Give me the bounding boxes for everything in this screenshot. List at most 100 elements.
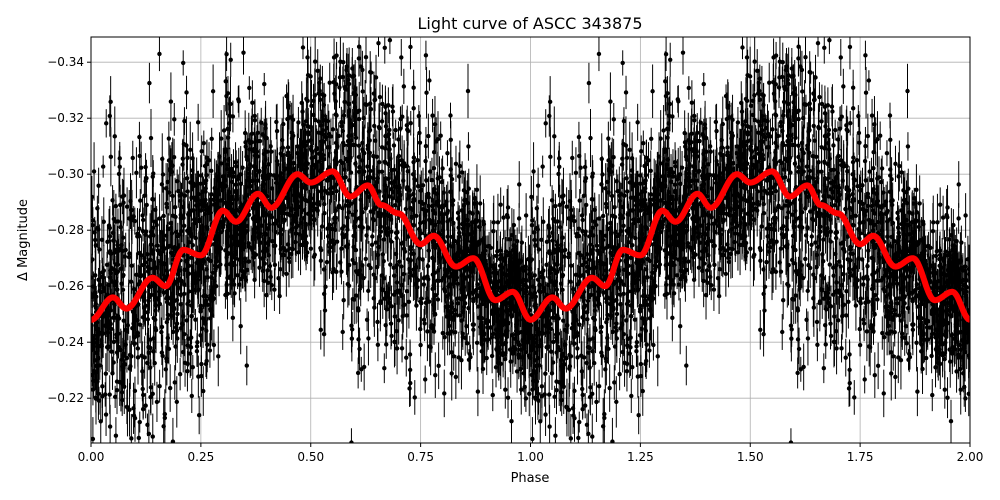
- data-point: [468, 355, 472, 359]
- data-point: [588, 136, 592, 140]
- data-point: [229, 58, 233, 62]
- data-point: [649, 169, 653, 173]
- data-point: [203, 293, 207, 297]
- data-point: [819, 287, 823, 291]
- data-point: [274, 120, 278, 124]
- data-point: [381, 252, 385, 256]
- data-point: [897, 164, 901, 168]
- chart-title: Light curve of ASCC 343875: [417, 14, 642, 33]
- data-point: [172, 117, 176, 121]
- data-point: [405, 313, 409, 317]
- data-point: [584, 203, 588, 207]
- data-point: [133, 389, 137, 393]
- data-point: [440, 166, 444, 170]
- data-point: [863, 159, 867, 163]
- data-point: [636, 413, 640, 417]
- data-point: [456, 301, 460, 305]
- data-point: [624, 90, 628, 94]
- data-point: [625, 189, 629, 193]
- data-point: [594, 400, 598, 404]
- data-point: [966, 257, 970, 261]
- data-point: [313, 59, 317, 63]
- data-point: [357, 347, 361, 351]
- data-point: [356, 337, 360, 341]
- data-point: [866, 134, 870, 138]
- data-point: [564, 205, 568, 209]
- data-point: [684, 363, 688, 367]
- data-point: [714, 129, 718, 133]
- data-point: [168, 386, 172, 390]
- data-point: [687, 86, 691, 90]
- data-point: [614, 400, 618, 404]
- data-point: [458, 164, 462, 168]
- data-point: [519, 388, 523, 392]
- data-point: [134, 171, 138, 175]
- data-point: [880, 166, 884, 170]
- data-point: [561, 200, 565, 204]
- data-point: [157, 384, 161, 388]
- data-point: [908, 355, 912, 359]
- data-point: [601, 214, 605, 218]
- data-point: [847, 386, 851, 390]
- data-point: [149, 136, 153, 140]
- data-point: [322, 332, 326, 336]
- data-point: [681, 50, 685, 54]
- data-point: [304, 119, 308, 123]
- data-point: [905, 341, 909, 345]
- data-point: [430, 113, 434, 117]
- data-point: [505, 213, 509, 217]
- data-point: [839, 55, 843, 59]
- data-point: [405, 289, 409, 293]
- data-point: [384, 323, 388, 327]
- data-point: [250, 101, 254, 105]
- data-point: [396, 137, 400, 141]
- data-point: [145, 203, 149, 207]
- data-point: [342, 100, 346, 104]
- data-point: [206, 303, 210, 307]
- data-point: [199, 149, 203, 153]
- data-point: [341, 298, 345, 302]
- data-point: [245, 363, 249, 367]
- data-point: [161, 214, 165, 218]
- data-point: [426, 134, 430, 138]
- data-point: [702, 82, 706, 86]
- data-point: [210, 137, 214, 141]
- data-point: [498, 202, 502, 206]
- data-point: [366, 289, 370, 293]
- data-point: [328, 80, 332, 84]
- data-point: [454, 162, 458, 166]
- data-point: [155, 400, 159, 404]
- data-point: [231, 316, 235, 320]
- data-point: [121, 200, 125, 204]
- data-point: [90, 195, 94, 199]
- data-point: [880, 331, 884, 335]
- data-point: [870, 113, 874, 117]
- data-point: [252, 278, 256, 282]
- data-point: [797, 347, 801, 351]
- data-point: [129, 264, 133, 268]
- data-point: [241, 50, 245, 54]
- data-point: [844, 289, 848, 293]
- data-point: [831, 143, 835, 147]
- data-point: [440, 180, 444, 184]
- data-point: [389, 334, 393, 338]
- data-point: [104, 371, 108, 375]
- data-point: [364, 257, 368, 261]
- data-point: [793, 136, 797, 140]
- data-point: [450, 203, 454, 207]
- data-point: [817, 126, 821, 130]
- data-point: [204, 329, 208, 333]
- data-point: [945, 205, 949, 209]
- data-point: [607, 386, 611, 390]
- data-point: [548, 155, 552, 159]
- data-point: [296, 120, 300, 124]
- data-point: [491, 393, 495, 397]
- data-point: [828, 262, 832, 266]
- data-point: [383, 46, 387, 50]
- data-point: [752, 59, 756, 63]
- data-point: [178, 372, 182, 376]
- data-point: [820, 252, 824, 256]
- data-point: [143, 403, 147, 407]
- data-point: [284, 272, 288, 276]
- data-point: [861, 318, 865, 322]
